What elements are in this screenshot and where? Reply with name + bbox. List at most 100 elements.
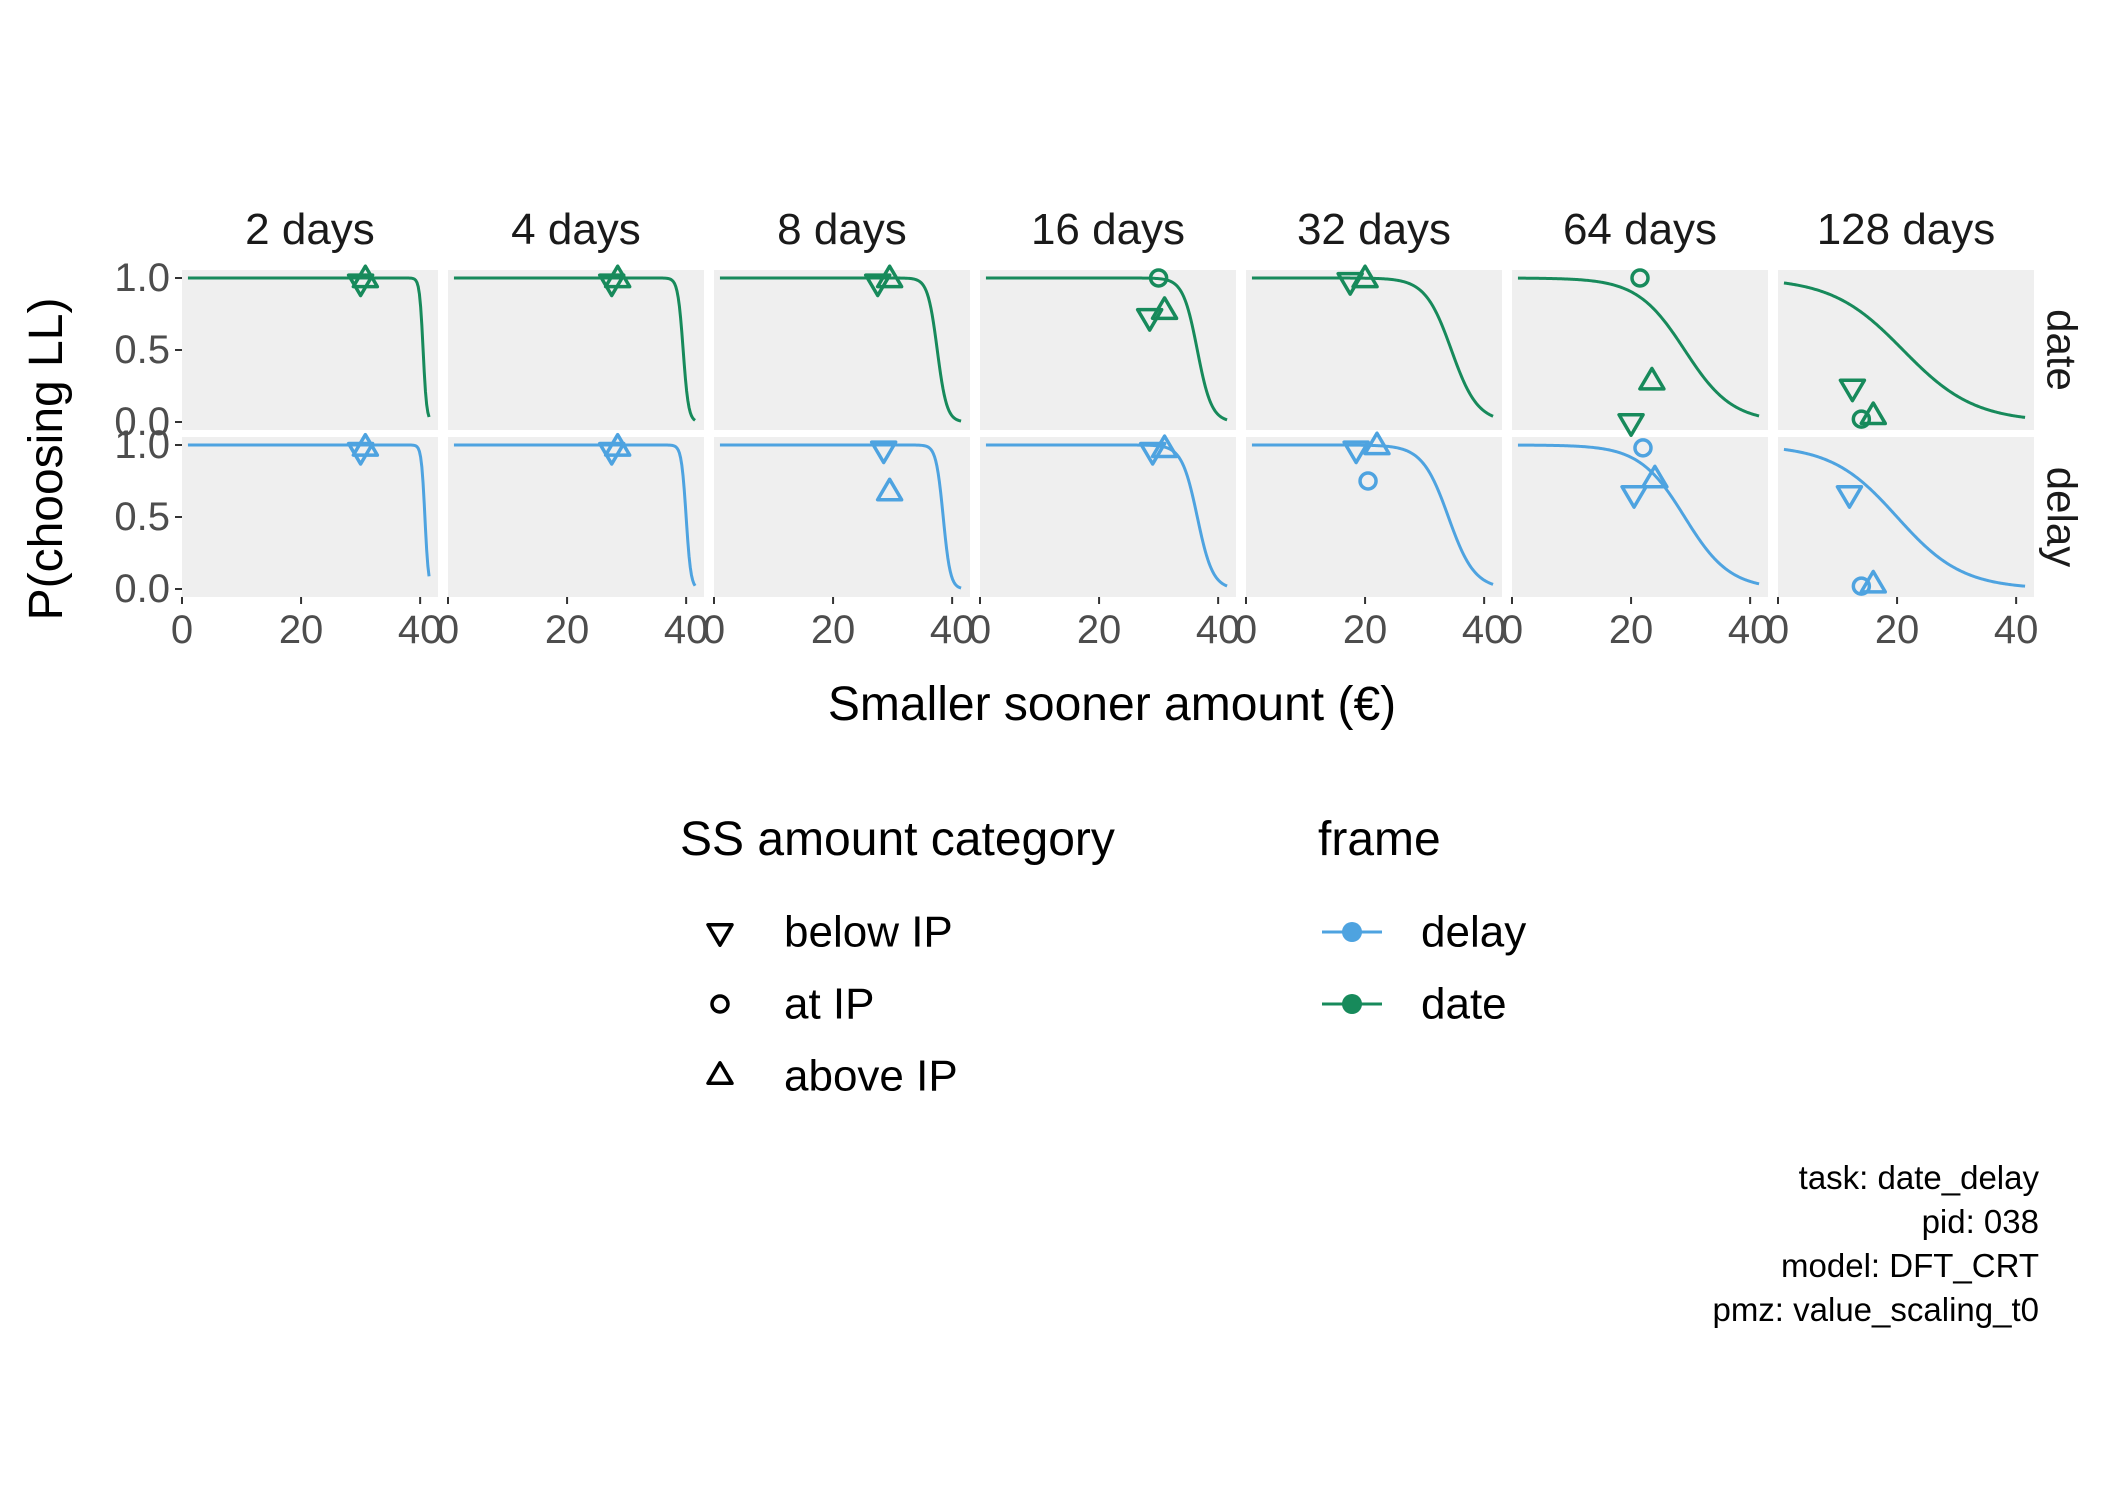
fit-curve-delay xyxy=(719,443,962,590)
data-point-below-IP xyxy=(1838,378,1867,403)
y-axis-title: P(choosing LL) xyxy=(20,298,73,621)
x-tick-label: 0 xyxy=(1501,608,1523,652)
x-tick-label: 0 xyxy=(969,608,991,652)
y-tick-label: 0.0 xyxy=(114,567,170,611)
data-point-below-IP xyxy=(869,440,898,465)
fit-curve-delay xyxy=(1783,447,2026,588)
caption: task: date_delay pid: 038 model: DFT_CRT… xyxy=(1712,1159,2039,1328)
panel-background xyxy=(714,437,970,597)
legend-item-at-IP: at IP xyxy=(710,980,875,1029)
legend-color-title: frame xyxy=(1318,813,1441,866)
x-tick-label: 0 xyxy=(1767,608,1789,652)
x-tick-label: 40 xyxy=(664,608,709,652)
data-point-at-IP xyxy=(1851,409,1872,429)
x-tick-label: 40 xyxy=(1196,608,1241,652)
legend-label: below IP xyxy=(784,908,953,957)
panel-date-3 xyxy=(980,268,1236,430)
panel-background xyxy=(980,437,1236,597)
x-tick-label: 20 xyxy=(1077,608,1122,652)
caption-line-task: task: date_delay xyxy=(1799,1159,2040,1196)
facet-strip-labels: 2 days 4 days 8 days 16 days 32 days 64 days 1… xyxy=(245,205,1995,254)
data-point-above-IP xyxy=(1638,366,1666,391)
panel-background xyxy=(1246,270,1502,430)
facet-label-col-5: 64 days xyxy=(1563,205,1717,254)
data-point-above-IP xyxy=(1351,264,1379,289)
x-tick-label: 20 xyxy=(545,608,590,652)
data-point-below-IP xyxy=(1835,485,1864,509)
y-axis: 0.00.51.00.00.51.0 xyxy=(114,256,182,611)
fit-curve-date xyxy=(187,276,431,418)
data-point-above-IP xyxy=(1859,401,1888,426)
fit-curve-delay xyxy=(985,443,1228,588)
panel-delay-0 xyxy=(182,432,438,597)
x-tick-label: 0 xyxy=(171,608,193,652)
x-tick-label: 0 xyxy=(437,608,459,652)
facet-label-col-1: 4 days xyxy=(511,205,641,254)
x-tick-label: 20 xyxy=(1875,608,1920,652)
panel-delay-6 xyxy=(1778,437,2034,597)
data-point-below-IP xyxy=(1617,413,1645,437)
fit-curve-delay xyxy=(1517,443,1760,586)
panel-date-5 xyxy=(1512,268,1768,437)
y-tick-label: 1.0 xyxy=(114,256,170,300)
fit-curve-delay xyxy=(187,443,431,577)
facet-label-row-date: date xyxy=(2039,309,2086,391)
panel-date-4 xyxy=(1246,264,1502,430)
panel-date-2 xyxy=(714,264,970,430)
facet-label-row-delay: delay xyxy=(2039,467,2086,567)
y-tick-label: 0.0 xyxy=(114,400,170,444)
x-tick-label: 40 xyxy=(1462,608,1507,652)
data-point-above-IP xyxy=(1150,434,1179,459)
panel-background xyxy=(1512,270,1768,430)
fit-curve-date xyxy=(719,276,962,423)
y-tick-label: 0.5 xyxy=(114,328,170,372)
data-point-below-IP xyxy=(1342,440,1370,465)
fit-curve-date xyxy=(453,276,696,422)
panel-background xyxy=(1778,437,2034,597)
data-point-above-IP xyxy=(1641,464,1669,489)
panel-date-1 xyxy=(448,264,704,430)
facet-row-labels: date delay xyxy=(2039,309,2086,567)
x-tick-label: 20 xyxy=(279,608,324,652)
x-tick-label: 40 xyxy=(1994,608,2039,652)
data-point-above-IP xyxy=(875,477,904,502)
x-tick-label: 20 xyxy=(811,608,856,652)
data-point-above-IP xyxy=(603,432,632,457)
data-point-above-IP xyxy=(603,264,632,289)
fit-curve-date xyxy=(1517,276,1760,418)
legend-shape-title: SS amount category xyxy=(680,813,1115,866)
panel-date-6 xyxy=(1778,270,2034,430)
panel-background xyxy=(448,270,704,430)
legend-shape-items: below IP at IP above IP xyxy=(706,908,958,1101)
data-point-at-IP xyxy=(1148,268,1169,288)
x-tick-label: 40 xyxy=(1728,608,1773,652)
data-point-below-IP xyxy=(1138,441,1167,466)
x-axis: 0 20 400 20 400 20 400 20 400 20 400 20 400 20 40 xyxy=(171,597,2039,652)
caption-line-pid: pid: 038 xyxy=(1922,1203,2039,1240)
legend-key-dot xyxy=(1342,922,1362,942)
x-tick-label: 40 xyxy=(398,608,443,652)
panel-background xyxy=(182,437,438,597)
panel-background xyxy=(1778,270,2034,430)
data-point-above-IP xyxy=(351,432,380,457)
legend-key-circle xyxy=(710,994,730,1014)
data-point-above-IP xyxy=(1859,569,1888,594)
y-tick-label: 1.0 xyxy=(114,423,170,467)
legend-label: delay xyxy=(1421,908,1526,957)
legend-item-date: date xyxy=(1322,980,1507,1029)
data-point-above-IP xyxy=(1363,431,1391,456)
y-tick-label: 0.5 xyxy=(114,495,170,539)
legend-key-triangle-down xyxy=(706,923,734,947)
caption-line-model: model: DFT_CRT xyxy=(1781,1247,2039,1284)
fit-curve-date xyxy=(985,276,1228,422)
x-tick-label: 0 xyxy=(1235,608,1257,652)
panel-background xyxy=(714,270,970,430)
panel-delay-3 xyxy=(980,434,1236,597)
fit-curve-delay xyxy=(453,443,697,587)
facet-label-col-0: 2 days xyxy=(245,205,375,254)
x-tick-label: 40 xyxy=(930,608,975,652)
legend-item-below-IP: below IP xyxy=(706,908,953,957)
data-point-at-IP xyxy=(1358,471,1378,491)
data-point-above-IP xyxy=(875,264,904,289)
